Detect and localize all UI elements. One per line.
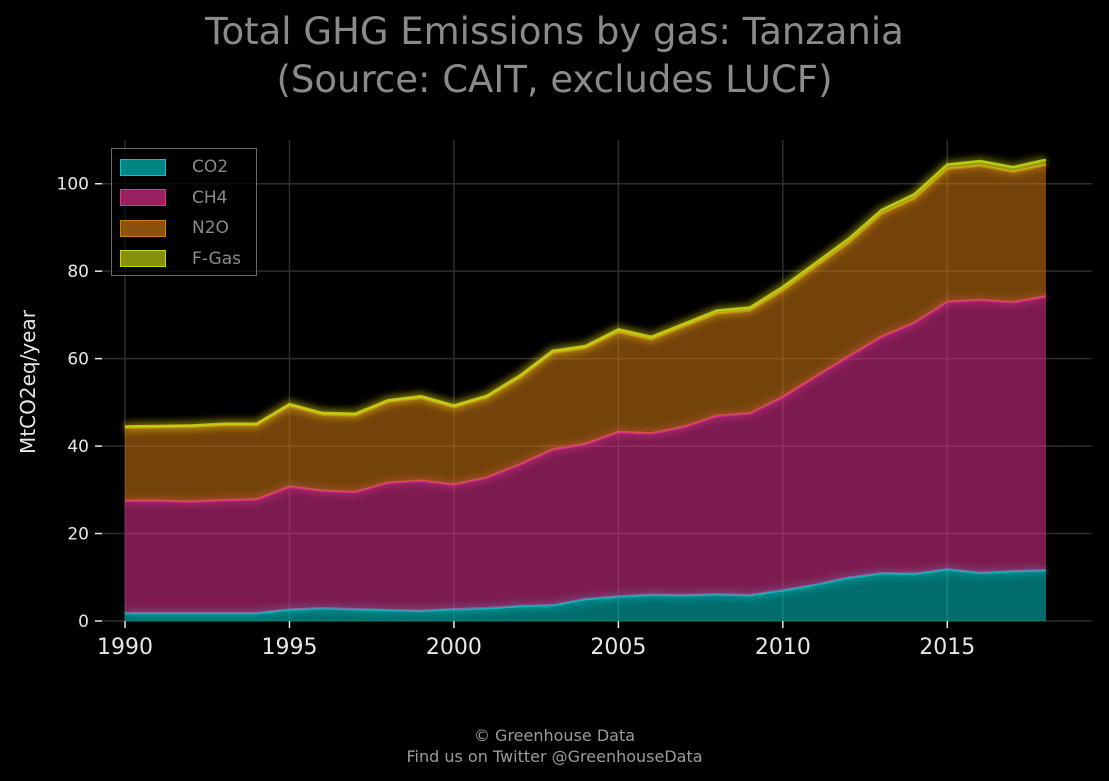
y-tick-label: 40 bbox=[67, 437, 89, 457]
y-tick-label: 0 bbox=[78, 612, 89, 632]
legend-label: CO2 bbox=[192, 157, 229, 177]
footer-copyright: © Greenhouse Data bbox=[473, 726, 636, 745]
legend-swatch bbox=[120, 219, 166, 237]
x-tick-label: 1990 bbox=[97, 635, 153, 660]
legend-label: N2O bbox=[192, 218, 229, 238]
footer-twitter: Find us on Twitter @GreenhouseData bbox=[406, 747, 703, 766]
x-tick-label: 2005 bbox=[590, 635, 646, 660]
legend: CO2 CH4 N2O F-Gas bbox=[111, 148, 257, 276]
legend-label: CH4 bbox=[192, 187, 228, 208]
x-tick-label: 2015 bbox=[919, 635, 975, 660]
legend-item-n2o: N2O bbox=[120, 217, 229, 239]
y-tick-label: 80 bbox=[67, 262, 89, 282]
y-tick-label: 20 bbox=[67, 525, 89, 545]
y-tick-label: 60 bbox=[67, 350, 89, 370]
axis-layer: 1990 1995 2000 2005 2010 2015 0 20 40 60 80 100 bbox=[57, 175, 976, 660]
legend-swatch bbox=[120, 250, 166, 267]
y-tick-label: 100 bbox=[57, 175, 89, 195]
legend-swatch bbox=[120, 189, 166, 206]
y-axis-label: MtCO2eq/year bbox=[16, 309, 40, 454]
chart-title-line-1: Total GHG Emissions by gas: Tanzania bbox=[205, 10, 904, 53]
legend-item-f-gas: F-Gas bbox=[120, 248, 241, 270]
x-tick-label: 2000 bbox=[426, 635, 482, 660]
line-f-gas bbox=[124, 158, 1047, 428]
x-tick-label: 2010 bbox=[755, 635, 811, 660]
x-tick-label: 1995 bbox=[261, 635, 317, 660]
legend-swatch bbox=[120, 158, 166, 176]
area-ch4 bbox=[125, 296, 1046, 614]
area-co2 bbox=[125, 569, 1046, 621]
chart-title-line-2: (Source: CAIT, excludes LUCF) bbox=[276, 58, 833, 101]
legend-item-ch4: CH4 bbox=[120, 187, 227, 209]
legend-item-co2: CO2 bbox=[120, 156, 228, 178]
area-layer bbox=[124, 155, 1047, 621]
legend-label: F-Gas bbox=[192, 248, 241, 269]
